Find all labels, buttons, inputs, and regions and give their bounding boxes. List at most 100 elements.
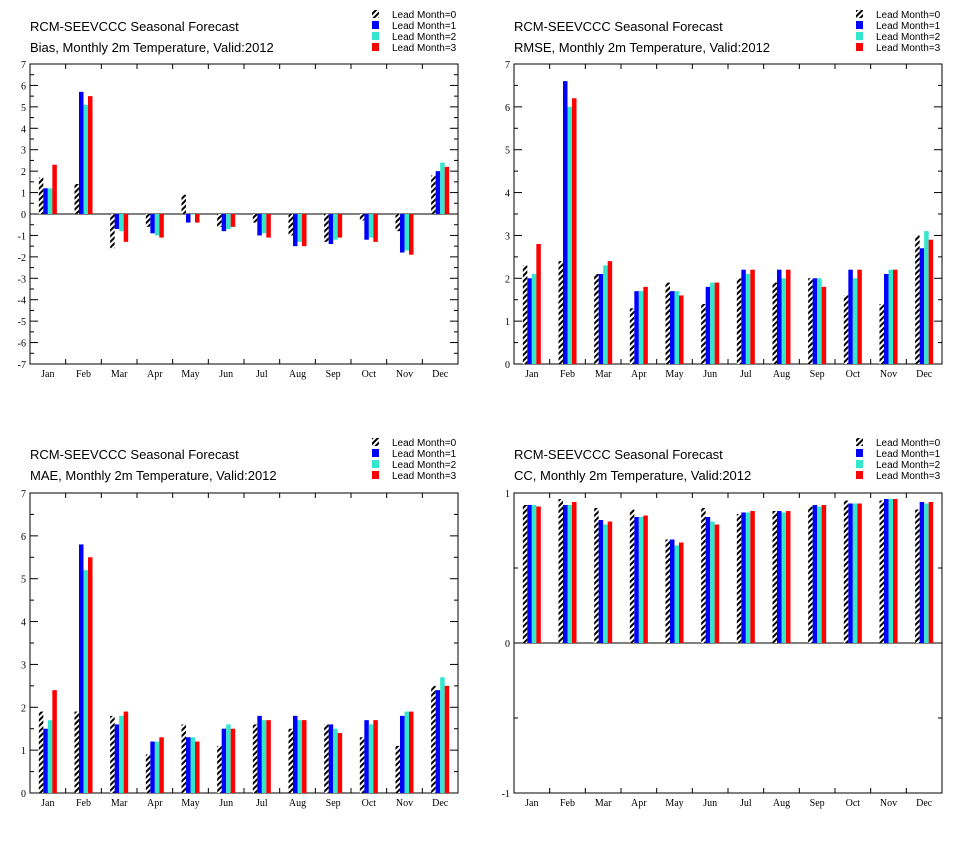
bar-Jun-s0 (701, 304, 706, 364)
bar-Aug-s0 (288, 214, 293, 236)
bar-May-s3 (195, 214, 200, 223)
y-tick-label: 6 (21, 532, 26, 543)
legend-swatch-3 (372, 471, 379, 479)
bar-Nov-s3 (893, 269, 898, 364)
legend-swatch-0 (856, 10, 863, 18)
x-tick-label: Oct (362, 369, 377, 380)
bar-Apr-s0 (629, 509, 635, 643)
bar-May-s2 (190, 737, 195, 793)
bar-Nov-s0 (879, 500, 884, 643)
x-tick-label: Mar (595, 369, 612, 380)
bar-Sep-s2 (817, 278, 822, 364)
bar-Aug-s2 (297, 720, 302, 793)
bar-Jul-s3 (750, 511, 755, 643)
x-tick-label: Nov (880, 798, 897, 809)
bar-Jun-s1 (221, 728, 227, 793)
x-tick-label: Apr (147, 369, 163, 380)
bar-Jun-s2 (226, 724, 231, 793)
bar-Feb-s3 (88, 557, 93, 793)
x-tick-label: Feb (76, 369, 91, 380)
bar-Nov-s1 (400, 715, 405, 793)
chart-panel-3: RCM-SEEVCCC Seasonal Forecast CC, Monthly… (502, 438, 943, 809)
bar-Sep-s1 (328, 214, 334, 244)
y-tick-label: 3 (21, 146, 26, 157)
legend-swatch-3 (856, 471, 863, 479)
y-tick-label: -2 (18, 253, 26, 264)
bar-Jan-s0 (522, 505, 528, 643)
bar-Jun-s3 (230, 728, 236, 793)
bar-Mar-s1 (114, 724, 120, 793)
x-tick-label: Jul (740, 798, 752, 809)
bar-Jun-s2 (710, 521, 715, 643)
bar-Feb-s1 (563, 505, 568, 643)
bar-Jul-s0 (736, 278, 742, 364)
x-tick-label: Nov (396, 369, 413, 380)
bar-Jun-s0 (217, 745, 222, 793)
bar-Aug-s2 (781, 278, 786, 364)
bar-Jan-s3 (52, 164, 57, 214)
bar-Oct-s0 (843, 295, 849, 364)
bar-Sep-s3 (821, 505, 827, 643)
bar-Jun-s2 (226, 214, 231, 229)
bar-Dec-s2 (924, 231, 929, 364)
y-tick-label: 4 (21, 124, 26, 135)
legend-swatch-3 (372, 43, 379, 51)
bar-Apr-s1 (634, 517, 639, 643)
bar-Feb-s2 (83, 104, 88, 214)
bar-Mar-s1 (114, 214, 120, 229)
bar-Oct-s0 (359, 737, 365, 793)
bar-Sep-s1 (328, 724, 334, 793)
bar-Jul-s0 (252, 724, 258, 793)
bar-Jun-s3 (230, 214, 236, 227)
bar-Jul-s1 (741, 269, 746, 364)
x-tick-label: Nov (880, 369, 897, 380)
y-tick-label: -1 (502, 789, 510, 800)
x-tick-label: Jan (525, 369, 538, 380)
legend-entry-2: Lead Month=2 (392, 32, 457, 43)
bar-Nov-s2 (404, 711, 409, 793)
bar-Mar-s0 (110, 715, 115, 793)
bar-Oct-s1 (848, 503, 853, 643)
x-tick-label: Feb (76, 798, 91, 809)
bar-Nov-s1 (400, 214, 405, 253)
chart-subtitle: CC, Monthly 2m Temperature, Valid:2012 (514, 468, 751, 483)
x-tick-label: Apr (631, 798, 647, 809)
bar-Mar-s3 (123, 214, 129, 242)
bar-Feb-s3 (572, 502, 577, 643)
bar-Jan-s3 (52, 690, 57, 793)
bar-May-s3 (679, 295, 684, 364)
bar-Dec-s1 (919, 248, 925, 364)
legend-entry-1: Lead Month=1 (392, 449, 457, 460)
bar-Oct-s2 (852, 278, 858, 364)
legend-entry-2: Lead Month=2 (876, 460, 941, 471)
bar-Oct-s3 (373, 720, 378, 793)
bar-Dec-s0 (915, 235, 920, 364)
chart-subtitle: MAE, Monthly 2m Temperature, Valid:2012 (30, 468, 277, 483)
legend-entry-3: Lead Month=3 (876, 471, 941, 482)
bar-Oct-s1 (848, 269, 853, 364)
bar-Feb-s1 (79, 91, 84, 214)
x-tick-label: Dec (916, 798, 933, 809)
x-tick-label: Jul (256, 369, 268, 380)
bar-Jul-s2 (745, 512, 751, 643)
bar-Feb-s0 (74, 711, 79, 793)
bar-Jul-s2 (261, 720, 267, 793)
y-tick-label: 0 (505, 360, 510, 371)
bar-Sep-s2 (333, 728, 338, 793)
bar-Aug-s0 (772, 511, 777, 643)
y-tick-label: 5 (21, 575, 26, 586)
bar-May-s1 (186, 214, 191, 223)
y-tick-label: 4 (505, 189, 510, 200)
bar-Feb-s2 (567, 505, 572, 643)
bar-Dec-s2 (440, 677, 445, 793)
bar-May-s1 (670, 539, 675, 643)
bar-May-s1 (186, 737, 191, 793)
chart-panel-0: RCM-SEEVCCC Seasonal Forecast Bias, Month… (18, 10, 459, 380)
bar-Jan-s2 (47, 720, 53, 793)
bar-Jun-s0 (217, 214, 222, 227)
legend-entry-2: Lead Month=2 (876, 32, 941, 43)
bar-Sep-s1 (812, 505, 818, 643)
bar-Nov-s2 (888, 269, 893, 364)
x-tick-label: Oct (846, 798, 861, 809)
y-tick-label: 0 (505, 639, 510, 650)
